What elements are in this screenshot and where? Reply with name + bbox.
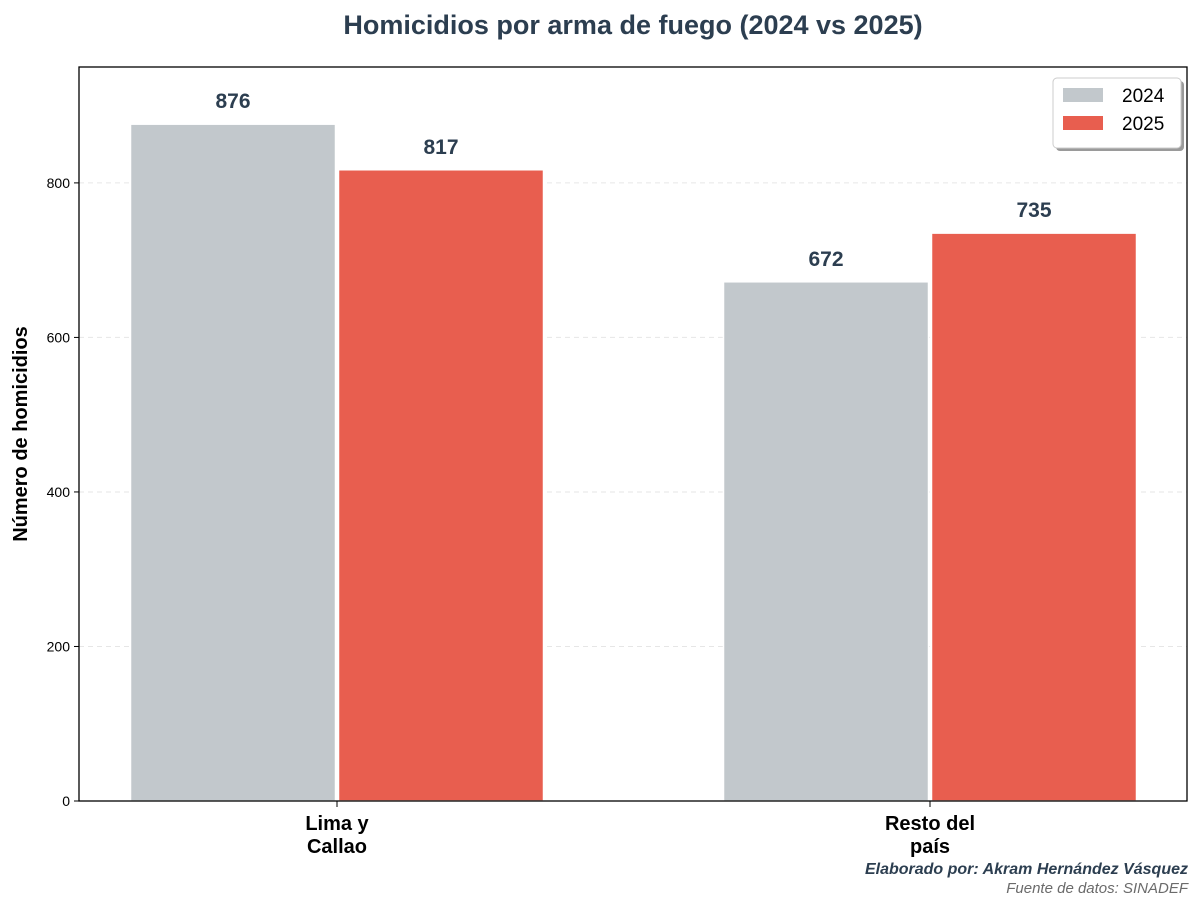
bar-2024-0 bbox=[129, 123, 337, 802]
y-axis-label: Número de homicidios bbox=[10, 326, 32, 542]
data-label: 817 bbox=[423, 136, 458, 159]
legend-swatch-2024 bbox=[1063, 88, 1103, 102]
bars bbox=[129, 123, 1138, 802]
data-labels: 876 817 672 735 bbox=[215, 90, 1051, 271]
x-tick-label: Resto del país bbox=[885, 813, 975, 858]
bar-2025-1 bbox=[930, 232, 1138, 802]
data-label: 672 bbox=[808, 248, 843, 271]
chart-title: Homicidios por arma de fuego (2024 vs 20… bbox=[343, 10, 922, 40]
x-axis: Lima y Callao Resto del país bbox=[305, 801, 975, 858]
legend-swatch-2025 bbox=[1063, 116, 1103, 130]
legend-label-2025: 2025 bbox=[1122, 114, 1164, 135]
plot-frame bbox=[78, 66, 1188, 802]
legend-label-2024: 2024 bbox=[1122, 86, 1165, 107]
y-tick-label: 600 bbox=[47, 329, 71, 345]
y-axis: 0 200 400 600 800 bbox=[47, 175, 79, 809]
credit-text: Elaborado por: Akram Hernández Vásquez bbox=[865, 861, 1188, 878]
source-text: Fuente de datos: SINADEF bbox=[1006, 880, 1189, 897]
bar-2025-0 bbox=[337, 169, 545, 802]
legend: 2024 2025 bbox=[1052, 77, 1184, 151]
y-tick-label: 0 bbox=[62, 793, 70, 809]
y-tick-label: 200 bbox=[47, 638, 71, 654]
y-tick-label: 400 bbox=[47, 484, 71, 500]
data-label: 876 bbox=[215, 90, 250, 113]
x-tick-label: Lima y Callao bbox=[305, 813, 369, 858]
bar-2024-1 bbox=[722, 281, 930, 802]
y-tick-label: 800 bbox=[47, 175, 71, 191]
data-label: 735 bbox=[1016, 199, 1051, 222]
